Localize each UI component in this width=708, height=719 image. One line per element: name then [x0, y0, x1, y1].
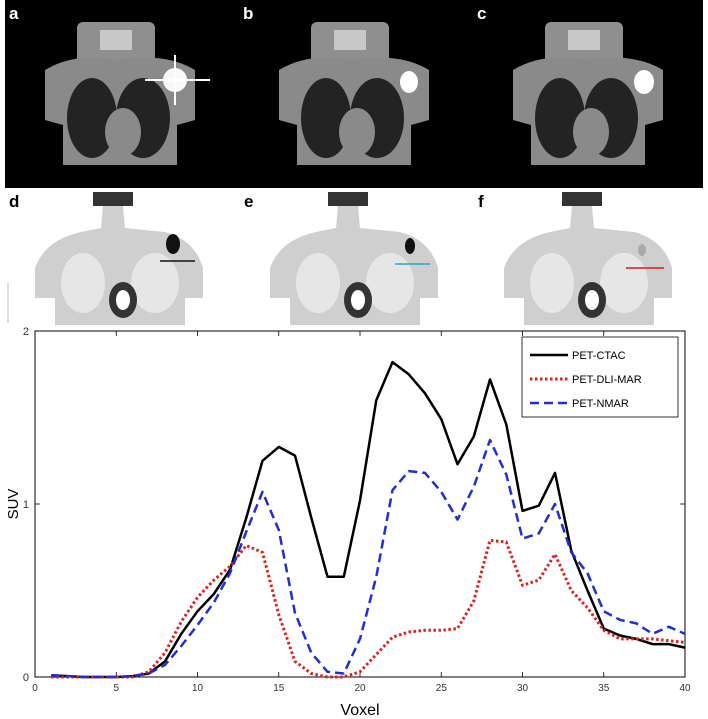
ct-image-c: [513, 22, 663, 165]
axis-ticks: 0 5 10 15 20 25 30 35 40 0 1 2: [23, 326, 691, 694]
ct-image-b: [279, 22, 429, 165]
ct-panel-c: c: [473, 0, 703, 188]
x-axis-label: Voxel: [340, 702, 379, 719]
ct-image-a: [45, 22, 210, 165]
suv-profile-chart: 0 5 10 15 20 25 30 35 40 0 1 2 SUV Voxel PET-CTAC P…: [5, 326, 691, 719]
pet-panel-e: e: [240, 188, 472, 325]
x-tick-label: 20: [354, 683, 366, 694]
ct-image-strip: a b c: [5, 0, 703, 188]
legend: PET-CTAC PET-DLI-MAR PET-NMAR: [521, 336, 679, 418]
series-line-pet-ctac: [51, 360, 686, 679]
panel-label-d: d: [9, 192, 20, 211]
y-tick-label: 2: [23, 326, 29, 338]
pet-panel-d: d: [5, 188, 237, 325]
panel-label-e: e: [244, 192, 254, 211]
x-tick-label: 25: [436, 683, 448, 694]
legend-label-nmar: PET-NMAR: [572, 398, 629, 410]
pet-panel-f: f: [474, 188, 706, 325]
pet-image-e: [270, 192, 438, 325]
panel-label-a: a: [9, 4, 19, 23]
series-layer: [51, 360, 686, 679]
pet-image-d: [7, 192, 203, 325]
pet-image-f: [504, 192, 672, 325]
ct-panel-a: a: [5, 0, 235, 188]
x-tick-label: 40: [679, 683, 691, 694]
legend-label-ctac: PET-CTAC: [572, 350, 626, 362]
panel-label-b: b: [243, 4, 254, 23]
x-tick-label: 15: [273, 683, 285, 694]
y-tick-label: 0: [23, 672, 29, 684]
x-tick-label: 35: [598, 683, 610, 694]
series-line-pet-dli-mar: [51, 538, 686, 679]
x-tick-label: 5: [113, 683, 119, 694]
x-tick-label: 30: [517, 683, 529, 694]
ct-panel-b: b: [239, 0, 469, 188]
panel-label-f: f: [478, 192, 484, 211]
panel-label-c: c: [477, 4, 487, 23]
x-tick-label: 0: [32, 683, 38, 694]
legend-label-dlimar: PET-DLI-MAR: [572, 374, 642, 386]
x-tick-label: 10: [192, 683, 204, 694]
y-tick-label: 1: [23, 499, 29, 511]
series-line-pet-nmar: [51, 438, 686, 679]
y-axis-label: SUV: [5, 489, 22, 520]
